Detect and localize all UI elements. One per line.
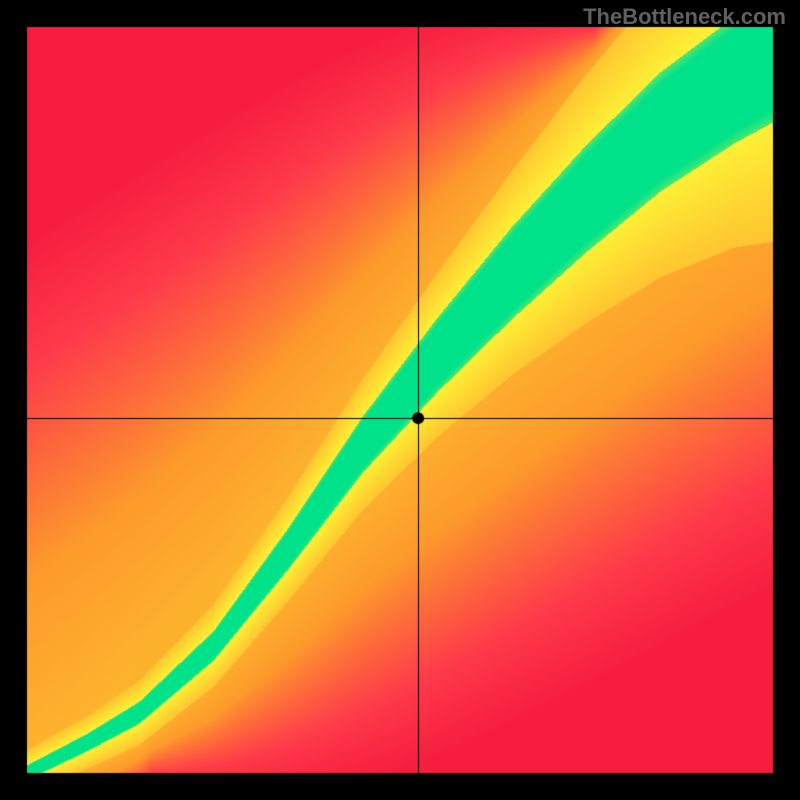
watermark-text: TheBottleneck.com: [583, 4, 786, 30]
heatmap-canvas: [0, 0, 800, 800]
chart-container: TheBottleneck.com: [0, 0, 800, 800]
